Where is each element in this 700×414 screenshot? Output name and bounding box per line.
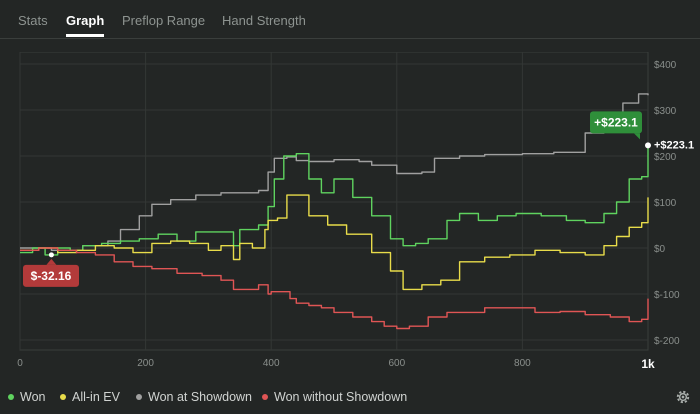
y-tick-label: $0 — [654, 244, 666, 255]
legend-dot-won-at-showdown — [136, 393, 142, 400]
tab-bar: Stats Graph Preflop Range Hand Strength — [0, 0, 700, 39]
profit-graph: $400 $300 $200 $100 $0 $-100 $-200 0 200 400 600 80… — [17, 52, 694, 371]
min-badge-text: $-32.16 — [31, 269, 72, 283]
legend-label: Won without Showdown — [274, 390, 408, 404]
tab-hand-strength[interactable]: Hand Strength — [222, 13, 306, 28]
series-line-won-at-showdown — [20, 93, 649, 251]
legend-item-all-in-ev[interactable]: All-in EV — [60, 390, 120, 404]
x-tick-label: 400 — [263, 358, 280, 369]
legend-label: All-in EV — [72, 390, 120, 404]
legend: Won All-in EV Won at Showdown Won withou… — [0, 388, 700, 408]
y-tick-label: $300 — [654, 106, 677, 117]
min-badge-pointer — [46, 258, 57, 265]
legend-item-won[interactable]: Won — [8, 390, 45, 404]
y-tick-label: $400 — [654, 60, 677, 71]
legend-dot-won — [8, 393, 14, 400]
legend-dot-all-in-ev — [60, 393, 66, 400]
gear-icon[interactable] — [674, 388, 692, 406]
max-badge-text: +$223.1 — [594, 115, 638, 129]
tab-stats[interactable]: Stats — [18, 13, 48, 28]
max-point-marker — [645, 142, 651, 149]
min-badge — [23, 264, 79, 287]
x-end-label: 1k — [641, 357, 655, 371]
y-tick-label: $-100 — [654, 290, 680, 301]
plot-frame — [19, 52, 649, 351]
y-tick-label: $200 — [654, 152, 677, 163]
min-point-marker — [48, 252, 54, 258]
legend-dot-won-without-showdown — [262, 393, 268, 400]
x-tick-label: 800 — [514, 358, 531, 369]
series-line-won — [20, 145, 649, 256]
series-line-won-without-showdown — [20, 247, 649, 330]
max-badge — [590, 111, 642, 134]
tab-graph[interactable]: Graph — [66, 13, 105, 37]
tab-preflop-range[interactable]: Preflop Range — [122, 13, 206, 28]
y-tick-label: $-200 — [654, 336, 680, 347]
max-badge-pointer — [634, 133, 640, 140]
series-line-all-in-ev — [20, 194, 649, 291]
x-tick-label: 0 — [17, 358, 23, 369]
legend-item-won-without-showdown[interactable]: Won without Showdown — [262, 390, 407, 404]
x-tick-label: 600 — [388, 358, 405, 369]
x-tick-label: 200 — [137, 358, 154, 369]
legend-label: Won — [20, 390, 46, 404]
legend-item-won-at-showdown[interactable]: Won at Showdown — [136, 390, 252, 404]
y-tick-label: $100 — [654, 198, 677, 209]
end-value-label: +$223.1 — [654, 139, 694, 151]
legend-label: Won at Showdown — [148, 390, 252, 404]
